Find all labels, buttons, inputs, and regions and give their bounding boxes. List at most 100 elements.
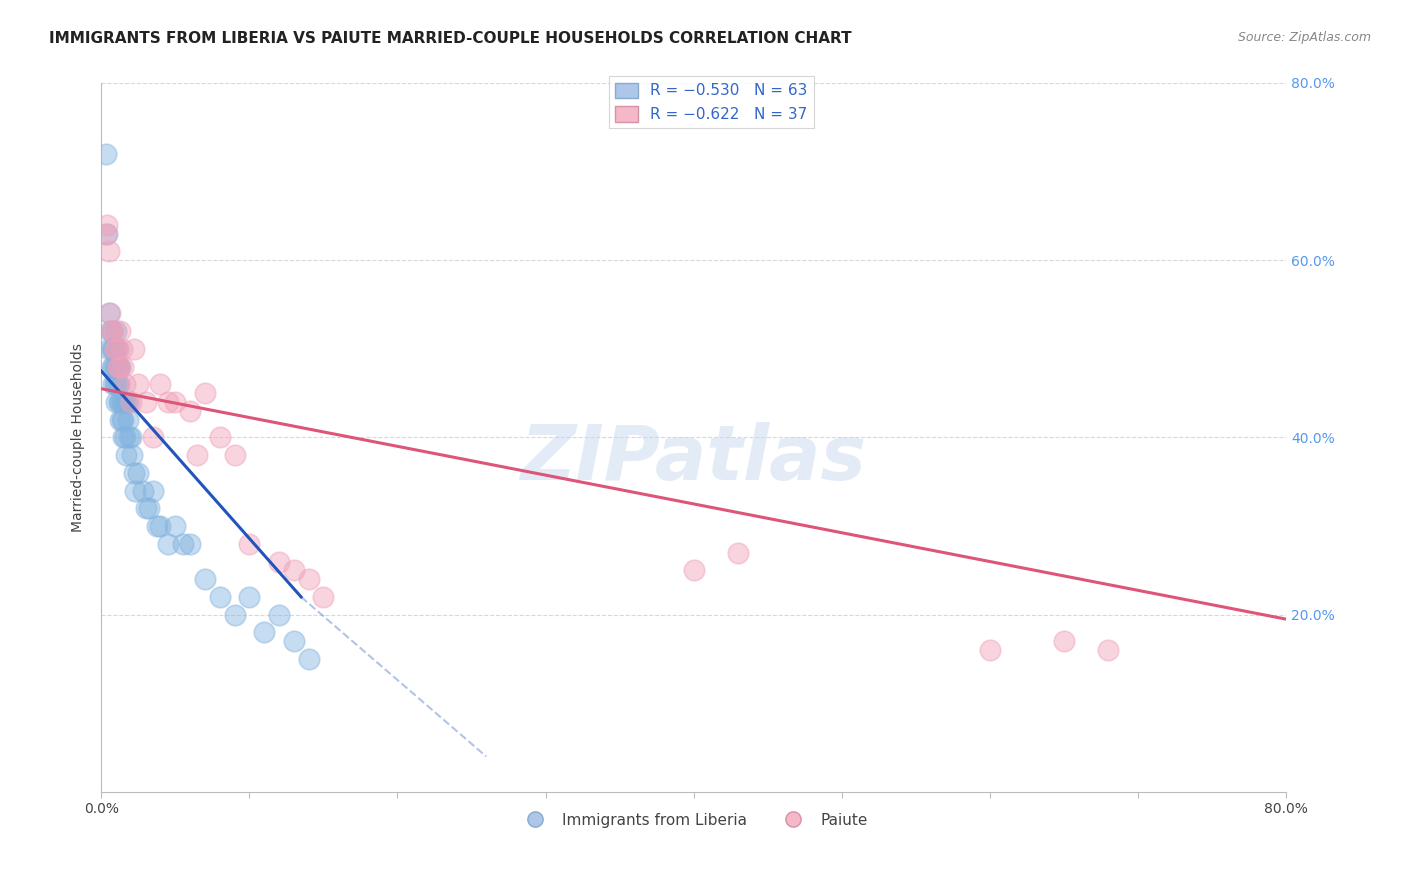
Legend: Immigrants from Liberia, Paiute: Immigrants from Liberia, Paiute — [513, 806, 875, 834]
Point — [107, 359, 129, 374]
Point — [105, 342, 128, 356]
Point — [105, 342, 128, 356]
Point — [103, 342, 125, 356]
Point — [107, 342, 129, 356]
Point — [179, 404, 201, 418]
Point — [97, 342, 120, 356]
Point — [194, 386, 217, 401]
Point — [1097, 643, 1119, 657]
Point — [100, 324, 122, 338]
Point — [114, 395, 136, 409]
Point — [127, 377, 149, 392]
Point — [112, 395, 135, 409]
Point — [179, 537, 201, 551]
Point — [101, 377, 124, 392]
Point — [105, 359, 128, 374]
Point — [120, 430, 142, 444]
Point — [124, 483, 146, 498]
Point — [96, 227, 118, 241]
Point — [117, 395, 139, 409]
Point — [283, 634, 305, 648]
Point — [208, 590, 231, 604]
Point — [110, 359, 132, 374]
Point — [111, 395, 134, 409]
Point — [142, 430, 165, 444]
Point — [103, 359, 125, 374]
Point — [727, 546, 749, 560]
Point — [101, 342, 124, 356]
Point — [108, 359, 131, 374]
Point — [97, 244, 120, 259]
Point — [98, 324, 121, 338]
Point — [283, 563, 305, 577]
Point — [267, 555, 290, 569]
Point — [98, 306, 121, 320]
Point — [224, 607, 246, 622]
Point — [297, 652, 319, 666]
Point — [267, 607, 290, 622]
Point — [100, 342, 122, 356]
Point — [142, 483, 165, 498]
Point — [105, 395, 128, 409]
Text: ZIPatlas: ZIPatlas — [520, 422, 866, 496]
Point — [111, 413, 134, 427]
Point — [112, 430, 135, 444]
Point — [120, 395, 142, 409]
Point — [146, 519, 169, 533]
Point — [101, 359, 124, 374]
Point — [156, 395, 179, 409]
Point — [107, 359, 129, 374]
Point — [108, 395, 131, 409]
Point — [165, 395, 187, 409]
Point — [253, 625, 276, 640]
Point — [312, 590, 335, 604]
Point — [108, 377, 131, 392]
Point — [114, 377, 136, 392]
Point — [103, 377, 125, 392]
Point — [172, 537, 194, 551]
Point — [100, 359, 122, 374]
Point — [103, 342, 125, 356]
Point — [135, 501, 157, 516]
Point — [115, 448, 138, 462]
Point — [131, 483, 153, 498]
Point — [127, 466, 149, 480]
Point — [107, 377, 129, 392]
Point — [110, 395, 132, 409]
Point — [135, 395, 157, 409]
Point — [122, 342, 145, 356]
Point — [194, 572, 217, 586]
Point — [110, 324, 132, 338]
Point — [682, 563, 704, 577]
Point — [208, 430, 231, 444]
Point — [979, 643, 1001, 657]
Text: Source: ZipAtlas.com: Source: ZipAtlas.com — [1237, 31, 1371, 45]
Point — [149, 377, 172, 392]
Point — [186, 448, 208, 462]
Point — [96, 218, 118, 232]
Point — [112, 359, 135, 374]
Point — [156, 537, 179, 551]
Point — [117, 413, 139, 427]
Point — [238, 590, 260, 604]
Point — [114, 430, 136, 444]
Point — [165, 519, 187, 533]
Point — [1053, 634, 1076, 648]
Point — [111, 342, 134, 356]
Point — [238, 537, 260, 551]
Point — [149, 519, 172, 533]
Point — [108, 359, 131, 374]
Point — [115, 395, 138, 409]
Point — [101, 324, 124, 338]
Point — [94, 227, 117, 241]
Point — [122, 466, 145, 480]
Point — [121, 448, 143, 462]
Point — [100, 324, 122, 338]
Point — [138, 501, 160, 516]
Point — [112, 413, 135, 427]
Point — [105, 324, 128, 338]
Point — [297, 572, 319, 586]
Y-axis label: Married-couple Households: Married-couple Households — [72, 343, 86, 532]
Text: IMMIGRANTS FROM LIBERIA VS PAIUTE MARRIED-COUPLE HOUSEHOLDS CORRELATION CHART: IMMIGRANTS FROM LIBERIA VS PAIUTE MARRIE… — [49, 31, 852, 46]
Point — [110, 413, 132, 427]
